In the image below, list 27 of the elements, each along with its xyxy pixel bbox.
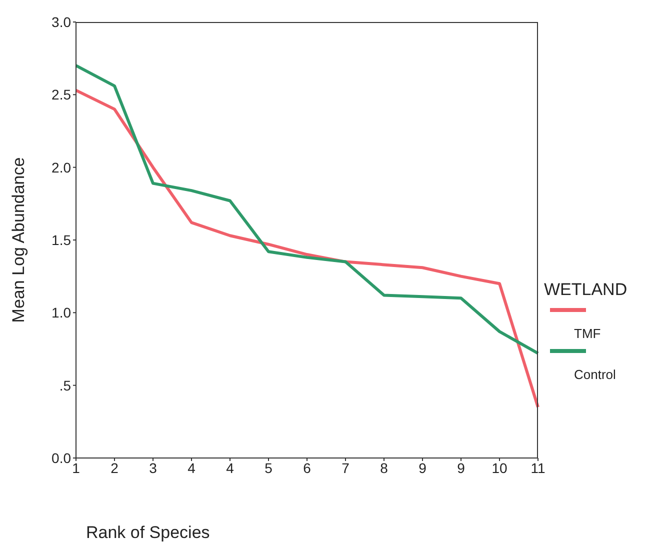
x-tick-label: 7 [342,460,350,476]
x-tick-label: 9 [457,460,466,476]
x-tick-label: 3 [149,460,158,476]
x-axis-title: Rank of Species [86,523,210,542]
line-series [74,64,540,355]
x-tick-label: 4 [188,460,196,476]
x-tick-label: 4 [226,460,234,476]
x-tick-label: 2 [110,460,119,476]
y-tick-label: 2.5 [52,86,72,103]
legend-label: Control [574,367,617,382]
x-tick-label: 11 [530,460,546,476]
y-tick-label: 0.0 [52,450,72,466]
legend-title: WETLAND [544,280,628,300]
y-axis-title: Mean Log Abundance [9,157,28,323]
y-tick-label: .5 [59,377,72,394]
x-tick-label: 5 [264,460,273,476]
legend-label: TMF [574,326,602,341]
y-tick-label: 1.5 [52,232,72,248]
y-tick-label: 1.0 [52,304,72,321]
x-tick-label: 1 [72,460,80,476]
y-tick-label: 3.0 [52,14,72,30]
x-tick-label: 9 [418,460,427,476]
line-series [74,88,540,409]
x-tick-label: 6 [303,460,312,476]
y-tick-label: 2.0 [52,159,72,176]
x-tick-label: 8 [380,460,388,476]
x-tick-label: 10 [492,460,508,476]
